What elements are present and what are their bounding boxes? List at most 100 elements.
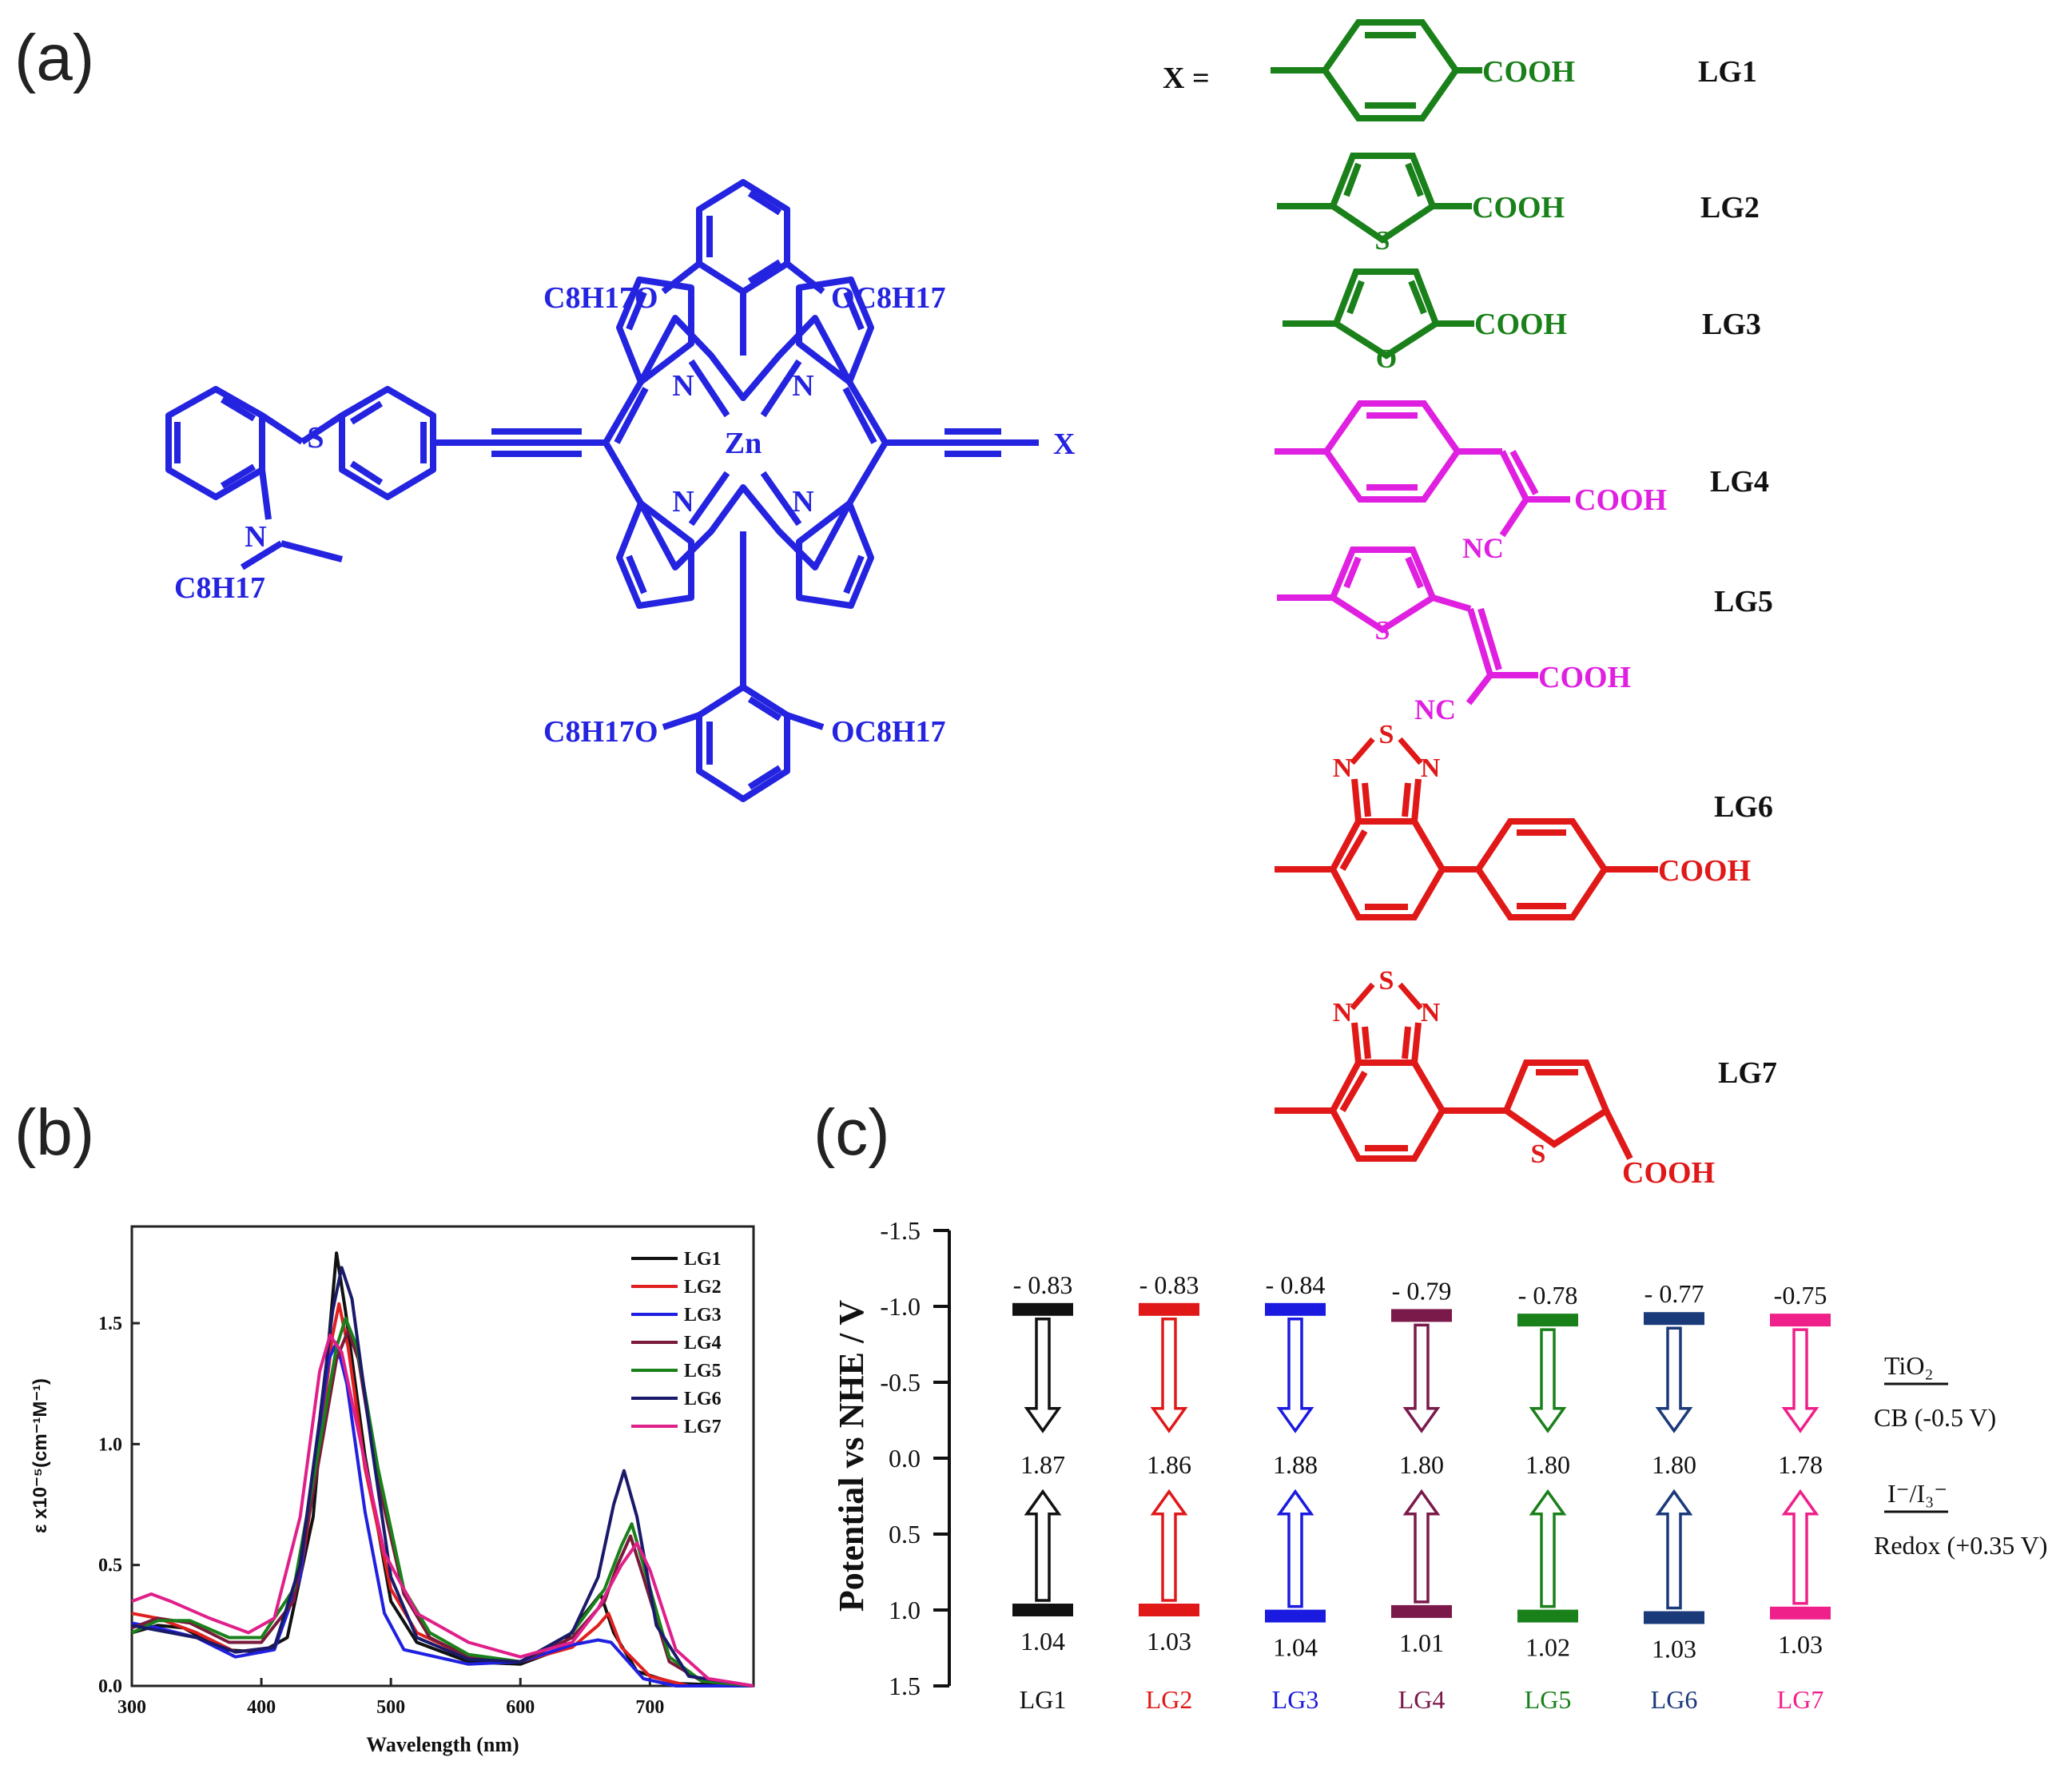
lg6-cooh: COOH [1658, 854, 1751, 888]
porphyrin-core-structure [165, 179, 1039, 802]
panel-label-a: (a) [14, 22, 94, 94]
gap-value-lg1: 1.87 [1020, 1450, 1065, 1479]
lumo-bar-lg3 [1265, 1302, 1326, 1316]
lg2-label: LG2 [1700, 191, 1760, 225]
lg3-structure [1283, 268, 1474, 360]
lg1-cooh: COOH [1482, 55, 1575, 89]
lg7-n-right: N [1421, 998, 1441, 1028]
legend-label-lg7: LG7 [684, 1417, 722, 1437]
lg2-structure [1277, 153, 1472, 244]
legend-label-lg3: LG3 [684, 1305, 722, 1326]
energy-y-tick-label: -1.0 [880, 1292, 921, 1321]
series-line-lg6 [131, 1266, 754, 1688]
energy-level-diagram: -1.5 -1.0 -0.5 0.0 0.5 1.0 1.5 Potential vs NH… [832, 1216, 2047, 1714]
lg1-label: LG1 [1698, 55, 1757, 89]
lumo-bar-lg7 [1770, 1314, 1831, 1327]
lumo-value-lg7: -0.75 [1774, 1281, 1827, 1310]
homo-value-lg1: 1.04 [1020, 1627, 1065, 1656]
homo-arrow-lg1 [1024, 1489, 1062, 1602]
gap-value-lg4: 1.80 [1399, 1450, 1444, 1479]
lumo-arrow-lg3 [1276, 1318, 1314, 1433]
series-line-lg3 [131, 1341, 754, 1688]
y-tick-label: 0.0 [98, 1676, 122, 1697]
energy-y-tick-label: 0.5 [889, 1520, 921, 1548]
dye-column-lg6: - 0.77 1.80 1.03 LG6 [1644, 1279, 1704, 1714]
category-label-lg2: LG2 [1146, 1685, 1193, 1714]
lg2-s: S [1375, 226, 1390, 256]
dye-column-lg4: - 0.79 1.80 1.01 LG4 [1391, 1276, 1452, 1714]
pyrrole-n-top-right: N [792, 369, 813, 403]
octyloxy-top-left: C8H17O [543, 281, 658, 315]
lg6-n-right: N [1421, 753, 1441, 783]
lumo-value-lg6: - 0.77 [1644, 1279, 1704, 1308]
homo-bar-lg2 [1139, 1604, 1199, 1616]
pyrrole-top-left [616, 276, 694, 385]
homo-bar-lg3 [1265, 1609, 1326, 1623]
lg4-cooh: COOH [1574, 483, 1667, 517]
redox-label: Redox (+0.35 V) [1874, 1531, 2047, 1560]
series-line-lg4 [131, 1329, 754, 1688]
legend-label-lg1: LG1 [684, 1249, 722, 1270]
lumo-bar-lg1 [1012, 1302, 1073, 1316]
series-line-lg7 [131, 1334, 754, 1688]
energy-y-tick-label: 0.0 [889, 1444, 921, 1473]
panel-label-b: (b) [14, 1096, 94, 1169]
dye-column-lg1: - 0.83 1.87 1.04 LG1 [1012, 1270, 1073, 1714]
lg3-cooh: COOH [1474, 308, 1567, 341]
lg7-structure [1275, 1022, 1633, 1162]
homo-arrow-lg7 [1781, 1489, 1819, 1605]
pyrrole-bottom-left [616, 500, 694, 609]
legend-label-lg5: LG5 [684, 1361, 722, 1381]
octyloxy-bottom-left: C8H17O [543, 715, 658, 749]
x-tick-label: 300 [117, 1697, 146, 1718]
octyloxy-top-right: OC8H17 [831, 281, 946, 315]
y-tick-label: 1.5 [98, 1314, 122, 1334]
lumo-bar-lg2 [1139, 1302, 1199, 1316]
lg1-structure [1271, 19, 1482, 121]
category-label-lg3: LG3 [1272, 1685, 1319, 1714]
homo-arrow-lg4 [1402, 1489, 1441, 1604]
homo-arrow-lg3 [1276, 1489, 1314, 1608]
phenothiazine-right-ring [339, 386, 436, 500]
energy-y-tick-label: -1.5 [880, 1216, 921, 1245]
lg5-label: LG5 [1714, 585, 1773, 618]
x-label: X [1053, 427, 1075, 461]
lg6-s: S [1379, 720, 1394, 749]
y-axis-label: ε x10⁻⁵(cm⁻¹M⁻¹) [30, 1378, 51, 1533]
homo-value-lg6: 1.03 [1652, 1635, 1696, 1664]
dye-column-lg7: -0.75 1.78 1.03 LG7 [1770, 1281, 1831, 1714]
n-alkyl-label: C8H17 [174, 571, 265, 605]
dye-column-lg5: - 0.78 1.80 1.02 LG5 [1517, 1281, 1578, 1714]
pyrrole-n-bottom-right: N [792, 485, 813, 519]
legend-label-lg4: LG4 [684, 1333, 722, 1354]
x-axis-label: Wavelength (nm) [366, 1733, 519, 1756]
lumo-arrow-lg1 [1024, 1318, 1062, 1433]
lumo-value-lg5: - 0.78 [1518, 1281, 1578, 1310]
phenothiazine-left-ring [165, 386, 265, 500]
lg2-cooh: COOH [1472, 191, 1565, 225]
lg7-label: LG7 [1718, 1056, 1777, 1090]
lumo-value-lg1: - 0.83 [1013, 1270, 1073, 1299]
lumo-bar-lg6 [1644, 1312, 1704, 1326]
lg7-thiadiazole [1350, 982, 1423, 1011]
category-label-lg4: LG4 [1398, 1685, 1446, 1714]
homo-value-lg3: 1.04 [1273, 1633, 1318, 1662]
category-label-lg6: LG6 [1651, 1685, 1698, 1714]
cb-label: CB (-0.5 V) [1874, 1403, 1996, 1432]
lg4-label: LG4 [1710, 465, 1769, 499]
lumo-bar-lg4 [1391, 1309, 1452, 1322]
homo-bar-lg4 [1391, 1604, 1452, 1618]
x-tick-label: 400 [247, 1697, 276, 1718]
pyrrole-top-right [796, 276, 874, 385]
gap-value-lg2: 1.86 [1147, 1450, 1191, 1479]
homo-value-lg2: 1.03 [1147, 1627, 1191, 1656]
panel-label-c: (c) [813, 1096, 890, 1169]
x-tick-label: 500 [376, 1697, 405, 1718]
lg7-cooh: COOH [1622, 1156, 1715, 1190]
homo-bar-lg1 [1012, 1604, 1073, 1616]
legend-label-lg6: LG6 [684, 1389, 722, 1409]
lg4-nc: NC [1462, 532, 1504, 564]
dye-column-lg3: - 0.84 1.88 1.04 LG3 [1265, 1270, 1326, 1714]
legend-label-lg2: LG2 [684, 1277, 722, 1298]
